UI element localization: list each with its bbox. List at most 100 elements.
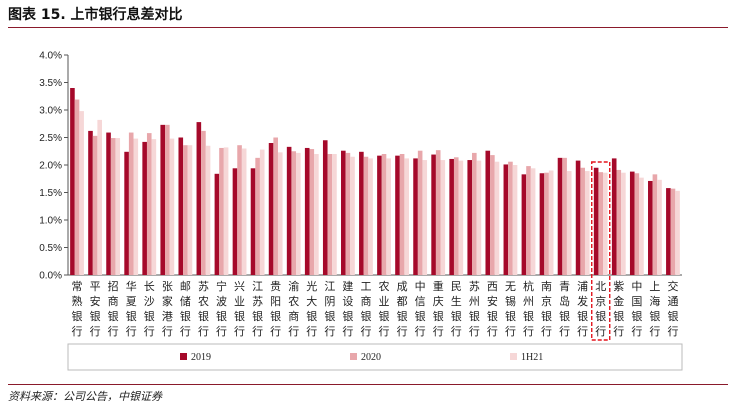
x-tick-char: 行 [505,325,516,338]
bar-2019-邮储银行 [178,137,184,275]
x-tick-char: 江 [324,280,335,293]
bar-2019-交通银行 [666,188,671,275]
x-tick-char: 沙 [144,295,155,308]
bar-2019-平安银行 [88,130,93,275]
bar-2019-宁波银行 [214,173,220,275]
figure-title: 图表 15. 上市银行息差对比 [8,7,183,23]
legend-label-2019: 2019 [191,352,211,363]
x-tick-char: 行 [360,325,371,338]
x-tick-char: 银 [541,309,552,323]
bar-2020-邮储银行 [183,145,188,275]
bar-2020-光大银行 [309,149,315,275]
bar-2019-招商银行 [106,132,111,275]
bar-2019-江苏银行 [250,168,256,275]
bar-1H21-上海银行 [657,179,662,275]
x-tick-char: 行 [469,325,480,338]
x-tick-char: 州 [523,295,534,308]
legend-swatch-2020 [350,353,357,360]
x-tick-char: 银 [523,309,534,323]
x-tick-char: 银 [433,309,444,323]
x-tick-char: 银 [487,309,498,323]
x-tick-char: 京 [541,294,552,308]
x-tick-char: 银 [306,309,317,323]
bar-1H21-长沙银行 [151,139,157,275]
x-tick-char: 银 [613,309,624,323]
footer-divider [8,384,728,385]
bar-2019-成都银行 [395,155,400,275]
x-tick-char: 港 [162,310,173,323]
x-tick-char: 银 [234,309,245,323]
bar-2019-中国银行 [629,171,635,275]
x-tick-char: 阳 [270,295,281,308]
bar-2020-西安银行 [490,155,495,275]
y-tick-label: 3.0% [39,106,62,117]
x-tick-char: 中 [631,280,642,293]
x-tick-char: 民 [451,280,462,293]
x-tick-char: 行 [487,325,498,338]
x-tick-char: 业 [234,295,245,308]
x-tick-char: 紫 [613,280,624,293]
x-tick-char: 华 [126,279,137,293]
bar-2020-长沙银行 [146,133,152,275]
x-tick-char: 行 [342,325,353,338]
x-tick-char: 宁 [216,279,227,293]
bar-2019-民生银行 [449,158,454,275]
x-tick-char: 交 [667,279,678,293]
x-tick-char: 银 [469,309,480,323]
bar-1H21-建设银行 [350,156,355,275]
bar-2020-渝农商行 [291,151,297,275]
x-tick-char: 行 [306,325,317,338]
bar-1H21-无锡银行 [512,165,518,275]
x-tick-char: 行 [270,325,281,338]
x-tick-char: 上 [649,280,660,293]
y-tick-label: 0.5% [39,243,62,254]
x-tick-char: 重 [433,279,444,293]
title-divider [8,27,728,28]
bar-2019-农业银行 [377,155,382,275]
x-tick-char: 西 [487,280,498,293]
x-tick-char: 银 [216,309,227,323]
bar-1H21-紫金银行 [621,172,626,275]
bars [70,88,680,276]
x-tick-char: 苏 [198,280,209,293]
y-tick-label: 3.5% [39,78,62,89]
x-tick-char: 行 [379,325,390,338]
x-tick-char: 贵 [270,280,281,293]
x-tick-char: 设 [342,295,353,308]
x-tick-char: 兴 [234,280,245,293]
bar-2019-华夏银行 [124,151,129,275]
x-tick-char: 行 [415,325,426,338]
source-note: 资料来源：公司公告，中银证券 [8,390,162,403]
x-tick-char: 庆 [433,294,444,308]
bar-2019-上海银行 [648,180,653,275]
y-tick-label: 2.5% [39,133,62,144]
x-tick-char: 行 [144,325,155,338]
x-tick-char: 波 [216,295,227,308]
bar-1H21-邮储银行 [187,145,193,275]
bar-1H21-贵阳银行 [277,152,283,275]
x-tick-char: 通 [667,295,678,308]
bar-1H21-工商银行 [368,158,373,275]
bar-2020-青岛银行 [562,157,567,275]
bar-2019-江阴银行 [322,140,328,275]
x-tick-char: 储 [180,294,191,308]
x-tick-char: 银 [342,309,353,323]
x-tick-char: 银 [108,309,119,323]
x-tick-char: 州 [469,295,480,308]
bar-2020-苏农银行 [201,130,206,275]
x-tick-char: 银 [270,309,281,323]
bar-2020-中信银行 [417,150,423,275]
x-tick-char: 工 [360,280,371,293]
bar-1H21-张家港行 [169,138,175,275]
x-tick-char: 家 [162,294,173,308]
x-tick-char: 中 [415,280,426,293]
bar-2020-紫金银行 [616,169,622,275]
x-tick-char: 银 [90,309,101,323]
y-tick-label: 1.0% [39,216,62,227]
bar-2019-长沙银行 [142,141,147,275]
bar-1H21-华夏银行 [133,138,139,275]
x-tick-char: 无 [505,280,516,293]
x-tick-char: 农 [379,279,390,293]
x-tick-char: 行 [216,325,227,338]
bar-2019-中信银行 [413,158,418,275]
